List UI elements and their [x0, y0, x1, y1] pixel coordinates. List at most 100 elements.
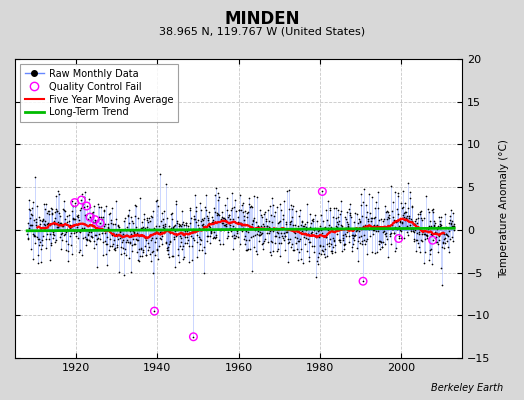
Point	[289, 222, 297, 228]
Point	[104, 224, 113, 230]
Point	[78, 252, 86, 258]
Point	[408, 203, 416, 209]
Point	[216, 227, 224, 234]
Point	[368, 194, 376, 201]
Point	[363, 236, 372, 242]
Point	[108, 230, 117, 236]
Point	[87, 229, 95, 235]
Point	[205, 209, 213, 216]
Point	[355, 217, 364, 224]
Point	[128, 218, 137, 224]
Point	[253, 231, 261, 237]
Point	[291, 240, 300, 247]
Point	[245, 201, 253, 208]
Point	[166, 239, 174, 245]
Point	[442, 230, 450, 237]
Point	[163, 245, 171, 251]
Point	[307, 230, 315, 236]
Point	[438, 230, 446, 236]
Point	[148, 214, 156, 220]
Point	[320, 250, 329, 257]
Point	[395, 235, 403, 242]
Point	[245, 237, 253, 243]
Point	[356, 219, 365, 226]
Point	[222, 220, 231, 227]
Point	[202, 192, 210, 198]
Point	[358, 213, 366, 220]
Point	[271, 240, 279, 246]
Point	[82, 203, 91, 209]
Point	[266, 249, 275, 255]
Point	[341, 214, 350, 220]
Point	[219, 214, 227, 221]
Point	[285, 206, 293, 212]
Point	[380, 240, 389, 247]
Point	[74, 235, 82, 241]
Point	[288, 206, 297, 212]
Point	[46, 231, 54, 238]
Point	[414, 215, 422, 222]
Point	[50, 239, 59, 245]
Point	[328, 248, 336, 254]
Point	[101, 230, 109, 236]
Point	[165, 254, 173, 260]
Point	[148, 248, 156, 255]
Point	[336, 198, 345, 204]
Point	[185, 207, 194, 213]
Point	[127, 214, 135, 220]
Point	[249, 215, 258, 222]
Point	[270, 233, 279, 240]
Point	[61, 216, 69, 222]
Point	[140, 224, 149, 231]
Point	[176, 221, 184, 228]
Point	[351, 232, 359, 238]
Point	[349, 235, 357, 241]
Point	[144, 247, 152, 254]
Point	[330, 237, 338, 243]
Point	[431, 235, 440, 242]
Point	[367, 218, 375, 224]
Point	[174, 223, 183, 229]
Point	[45, 236, 53, 242]
Point	[413, 230, 421, 236]
Point	[139, 247, 147, 253]
Point	[30, 174, 39, 181]
Point	[310, 249, 318, 255]
Point	[49, 232, 58, 239]
Point	[408, 221, 417, 228]
Point	[253, 223, 261, 229]
Point	[277, 233, 286, 239]
Point	[392, 245, 400, 251]
Point	[190, 216, 198, 223]
Point	[385, 212, 393, 218]
Point	[311, 233, 320, 239]
Point	[137, 252, 146, 259]
Point	[272, 204, 281, 210]
Point	[347, 226, 355, 232]
Point	[60, 230, 69, 237]
Point	[303, 219, 311, 225]
Point	[69, 215, 77, 221]
Point	[62, 219, 71, 226]
Point	[331, 226, 339, 232]
Point	[401, 200, 409, 206]
Point	[319, 243, 327, 249]
Point	[342, 224, 350, 231]
Point	[28, 204, 36, 211]
Legend: Raw Monthly Data, Quality Control Fail, Five Year Moving Average, Long-Term Tren: Raw Monthly Data, Quality Control Fail, …	[20, 64, 178, 122]
Point	[179, 219, 188, 225]
Point	[127, 248, 136, 254]
Point	[240, 213, 248, 220]
Point	[296, 236, 304, 242]
Point	[169, 225, 177, 231]
Point	[252, 224, 260, 231]
Point	[185, 230, 193, 236]
Point	[291, 230, 299, 236]
Point	[198, 216, 206, 222]
Point	[277, 207, 286, 213]
Point	[370, 215, 378, 221]
Point	[200, 215, 209, 221]
Point	[217, 220, 226, 226]
Point	[124, 212, 132, 219]
Point	[297, 256, 305, 262]
